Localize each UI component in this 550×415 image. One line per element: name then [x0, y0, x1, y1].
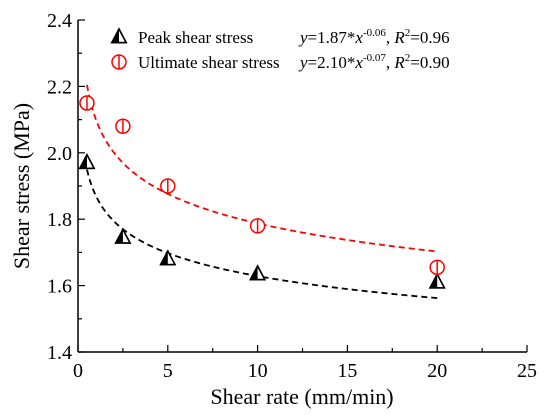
equation-peak: y=1.87*x-0.06, R2=0.96 — [298, 27, 450, 47]
eq-peak-mid: =1.87* — [308, 28, 356, 47]
legend-circle-icon — [111, 54, 127, 70]
legend-marker-peak — [110, 27, 128, 44]
legend-label-peak: Peak shear stress — [138, 28, 253, 47]
data-point-peak — [114, 227, 132, 244]
y-tick-label: 2.0 — [47, 143, 72, 165]
legend-label-ultimate: Ultimate shear stress — [138, 53, 280, 72]
legend-marker-ultimate — [111, 54, 127, 70]
x-axis-title: Shear rate (mm/min) — [210, 384, 393, 409]
eq-peak-y: y — [298, 28, 308, 47]
x-tick-label: 10 — [248, 360, 268, 382]
data-point-ultimate — [115, 118, 131, 134]
eq-peak-x: x — [354, 28, 363, 47]
data-point-peak — [78, 153, 96, 170]
eq-ult-x: x — [354, 53, 363, 72]
eq-ult-r-exp: 2 — [405, 52, 411, 64]
y-tick-label: 1.4 — [47, 342, 72, 364]
legend: Peak shear stress y=1.87*x-0.06, R2=0.96… — [110, 27, 450, 72]
eq-ult-r: R — [393, 53, 405, 72]
equation-ultimate: y=2.10*x-0.07, R2=0.90 — [298, 52, 450, 72]
data-point-peak — [249, 264, 267, 281]
y-tick-label: 1.8 — [47, 209, 72, 231]
legend-triangle-icon — [110, 27, 128, 44]
data-point-ultimate — [160, 178, 176, 194]
y-tick-label: 2.2 — [47, 76, 72, 98]
x-tick-label: 20 — [427, 360, 447, 382]
x-ticks: 0 5 10 15 20 25 — [73, 345, 537, 382]
y-axis-title: Shear stress (MPa) — [9, 103, 34, 269]
eq-ult-y: y — [298, 53, 308, 72]
y-ticks: 1.4 1.6 1.8 2.0 2.2 2.4 — [47, 10, 85, 364]
x-tick-label: 5 — [163, 360, 173, 382]
data-point-ultimate — [249, 218, 266, 234]
data-point-ultimate — [429, 259, 445, 276]
data-point-peak — [428, 272, 446, 289]
x-tick-label: 15 — [337, 360, 357, 382]
x-tick-label: 25 — [517, 360, 537, 382]
data-points — [78, 95, 446, 289]
eq-ult-r-val: =0.90 — [410, 53, 449, 72]
x-tick-label: 0 — [73, 360, 83, 382]
data-point-ultimate — [79, 95, 95, 111]
eq-peak-r: R — [393, 28, 405, 47]
eq-ult-exp: -0.07 — [363, 52, 386, 64]
eq-peak-r-val: =0.96 — [410, 28, 449, 47]
y-tick-label: 1.6 — [47, 276, 72, 298]
eq-peak-exp: -0.06 — [363, 27, 386, 39]
fit-curves — [86, 84, 438, 299]
data-point-peak — [159, 249, 177, 266]
eq-ult-mid: =2.10* — [308, 53, 356, 72]
eq-peak-r-exp: 2 — [405, 27, 411, 39]
y-tick-label: 2.4 — [47, 10, 72, 32]
